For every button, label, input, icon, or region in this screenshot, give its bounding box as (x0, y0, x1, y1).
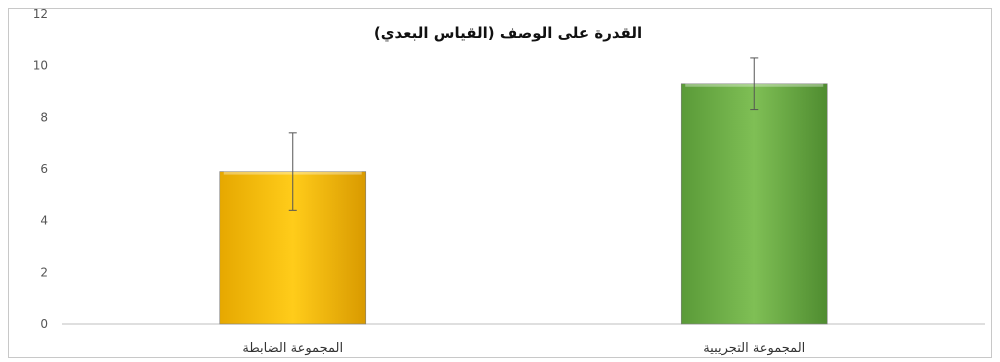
y-tick-label: 4 (40, 214, 48, 228)
labels: المجموعة الضابطة المجموعة التجريبية (242, 341, 805, 356)
bar (680, 83, 828, 325)
y-tick-label: 12 (33, 7, 48, 21)
axes: 0 2 4 6 8 10 12 (33, 7, 985, 331)
bars (219, 57, 828, 325)
chart-title: القدرة على الوصف (القياس البعدي) (374, 24, 642, 43)
y-tick-label: 0 (40, 317, 48, 331)
y-tick-label: 10 (33, 59, 48, 73)
category-label: المجموعة الضابطة (242, 341, 343, 356)
y-tick-label: 6 (40, 162, 48, 176)
chart-frame (8, 8, 992, 358)
category-label: المجموعة التجريبية (703, 341, 805, 356)
y-tick-label: 8 (40, 110, 48, 124)
y-tick-label: 2 (40, 265, 48, 279)
